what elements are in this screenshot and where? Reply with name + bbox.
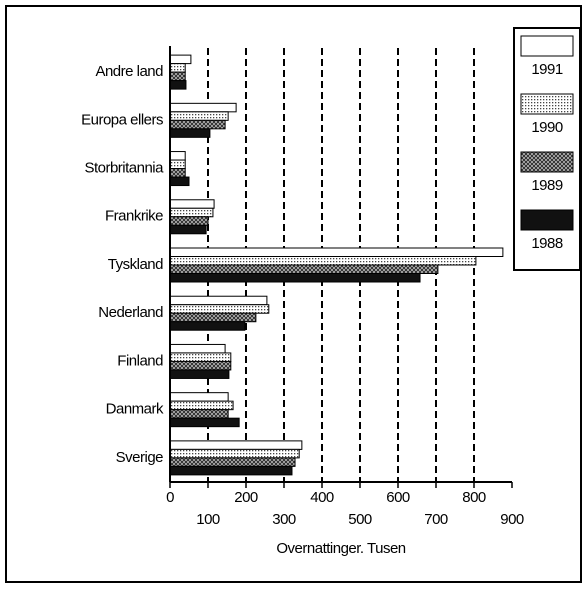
bar: [169, 128, 211, 138]
bar: [169, 216, 209, 226]
legend-label: 1991: [531, 61, 563, 78]
bar: [169, 256, 477, 266]
bar: [169, 304, 270, 314]
legend-label: 1988: [531, 235, 563, 252]
bar: [169, 102, 237, 113]
bar: [169, 80, 187, 90]
bar: [169, 321, 246, 331]
y-tick-label: Sverige: [116, 449, 164, 466]
bar: [169, 224, 207, 235]
bar: [169, 369, 230, 379]
x-tick-label: 0: [166, 489, 174, 506]
y-tick-label: Finland: [117, 352, 163, 369]
frame: [5, 5, 582, 583]
x-tick-label: 700: [424, 511, 448, 528]
y-tick-label: Nederland: [98, 304, 163, 321]
x-axis-label: Overnattinger. Tusen: [276, 540, 405, 557]
bar: [169, 440, 303, 450]
x-tick-label: 200: [234, 489, 258, 506]
y-tick-label: Storbritannia: [84, 160, 164, 177]
bar: [169, 151, 186, 161]
x-tick-label: 500: [348, 511, 372, 528]
x-tick-label: 300: [272, 511, 296, 528]
bar: [169, 199, 215, 209]
bar: [169, 264, 439, 274]
bar: [169, 71, 186, 82]
bar: [169, 168, 186, 178]
legend-swatch: [520, 209, 574, 231]
x-tick-label: 100: [196, 511, 220, 528]
bar: [169, 457, 296, 467]
bar: [169, 295, 268, 306]
bar: [169, 119, 226, 130]
legend-swatch: [520, 35, 574, 57]
bar: [169, 54, 192, 65]
bar: [169, 409, 229, 419]
legend-label: 1990: [531, 119, 563, 136]
y-tick-label: Andre land: [95, 63, 163, 80]
bar: [169, 273, 421, 283]
bar: [169, 417, 240, 428]
bar: [169, 312, 257, 323]
bar: [169, 63, 186, 73]
legend-swatch: [520, 93, 574, 115]
bar: [169, 400, 234, 411]
y-tick-label: Tyskland: [108, 256, 163, 273]
x-tick-label: 400: [310, 489, 334, 506]
bar: [169, 448, 300, 459]
x-tick-label: 900: [500, 511, 524, 528]
x-tick-label: 800: [462, 489, 486, 506]
bar: [169, 207, 214, 218]
bar: [169, 392, 229, 402]
bar: [169, 159, 186, 170]
y-tick-label: Danmark: [106, 401, 164, 418]
bar: [169, 352, 232, 362]
bar: [169, 465, 293, 476]
bar: [169, 247, 504, 257]
bar: [169, 360, 232, 371]
bar: [169, 343, 226, 354]
bar: [169, 111, 229, 121]
legend-label: 1989: [531, 177, 563, 194]
legend-swatch: [520, 151, 574, 173]
bar: [169, 176, 190, 187]
y-tick-label: Frankrike: [105, 208, 163, 225]
y-tick-label: Europa ellers: [81, 111, 163, 128]
x-tick-label: 600: [386, 489, 410, 506]
